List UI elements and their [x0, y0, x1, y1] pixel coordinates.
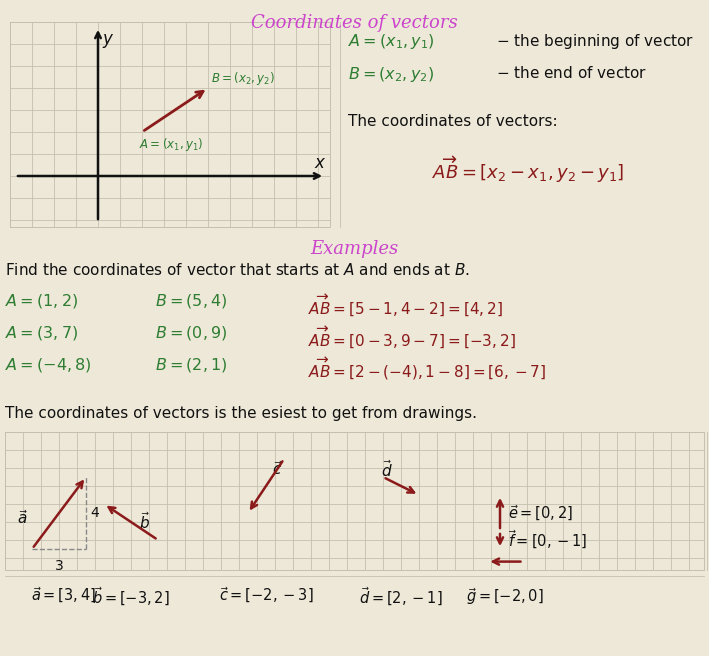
Text: $\vec{c} = [-2, -3]$: $\vec{c} = [-2, -3]$: [219, 586, 313, 605]
Text: $B = (2, 1)$: $B = (2, 1)$: [155, 356, 228, 374]
Text: $A = (-4, 8)$: $A = (-4, 8)$: [5, 356, 91, 374]
Text: $\vec{g} = [-2, 0]$: $\vec{g} = [-2, 0]$: [467, 586, 545, 607]
Text: $y$: $y$: [102, 32, 114, 50]
Text: Coordinates of vectors: Coordinates of vectors: [250, 14, 457, 32]
Text: $\vec{d} = [2, -1]$: $\vec{d} = [2, -1]$: [359, 586, 442, 608]
Text: $B = (x_2, y_2)$: $B = (x_2, y_2)$: [348, 65, 434, 84]
Text: $\vec{a} = [3, 4]$: $\vec{a} = [3, 4]$: [31, 586, 96, 605]
Text: $\vec{b}$: $\vec{b}$: [139, 512, 150, 533]
Text: The coordinates of vectors is the esiest to get from drawings.: The coordinates of vectors is the esiest…: [5, 406, 477, 421]
Text: $B = (x_2, y_2)$: $B = (x_2, y_2)$: [211, 70, 275, 87]
Text: $\overrightarrow{AB} = [2 - (-4), 1 - 8] = [6, -7]$: $\overrightarrow{AB} = [2 - (-4), 1 - 8]…: [308, 356, 547, 382]
Text: Examples: Examples: [310, 240, 398, 258]
Bar: [5, 432, 704, 570]
Text: $\overrightarrow{AB} = [5 - 1, 4 - 2] = [4, 2]$: $\overrightarrow{AB} = [5 - 1, 4 - 2] = …: [308, 292, 503, 318]
Text: $\overrightarrow{AB} = [0 - 3, 9 - 7] = [-3, 2]$: $\overrightarrow{AB} = [0 - 3, 9 - 7] = …: [308, 324, 515, 350]
Text: The coordinates of vectors:: The coordinates of vectors:: [348, 114, 557, 129]
Text: $-$ the beginning of vector: $-$ the beginning of vector: [496, 32, 694, 51]
Text: $\vec{f} = [0, -1]$: $\vec{f} = [0, -1]$: [508, 529, 587, 551]
Text: $\vec{c}$: $\vec{c}$: [272, 460, 283, 478]
Bar: [10, 22, 330, 227]
Text: 3: 3: [55, 559, 63, 573]
Text: $A = (1, 2)$: $A = (1, 2)$: [5, 292, 78, 310]
Text: $A = (x_1, y_1)$: $A = (x_1, y_1)$: [139, 136, 203, 153]
Text: $x$: $x$: [313, 154, 326, 172]
Text: $\vec{e} = [0, 2]$: $\vec{e} = [0, 2]$: [508, 503, 574, 523]
Text: $\vec{b} = [-3, 2]$: $\vec{b} = [-3, 2]$: [92, 586, 170, 608]
Text: $\vec{a}$: $\vec{a}$: [17, 509, 28, 527]
Text: $A = (3, 7)$: $A = (3, 7)$: [5, 324, 78, 342]
Text: $\vec{d}$: $\vec{d}$: [381, 459, 393, 480]
Text: Find the coordinates of vector that starts at $A$ and ends at $B$.: Find the coordinates of vector that star…: [5, 262, 470, 278]
Text: $A = (x_1, y_1)$: $A = (x_1, y_1)$: [348, 32, 435, 51]
Text: 4: 4: [90, 506, 99, 520]
Text: $B = (5, 4)$: $B = (5, 4)$: [155, 292, 228, 310]
Text: $-$ the end of vector: $-$ the end of vector: [496, 65, 647, 81]
Text: $B = (0, 9)$: $B = (0, 9)$: [155, 324, 228, 342]
Text: $\overrightarrow{AB} = [x_2 - x_1, y_2 - y_1]$: $\overrightarrow{AB} = [x_2 - x_1, y_2 -…: [432, 154, 625, 185]
